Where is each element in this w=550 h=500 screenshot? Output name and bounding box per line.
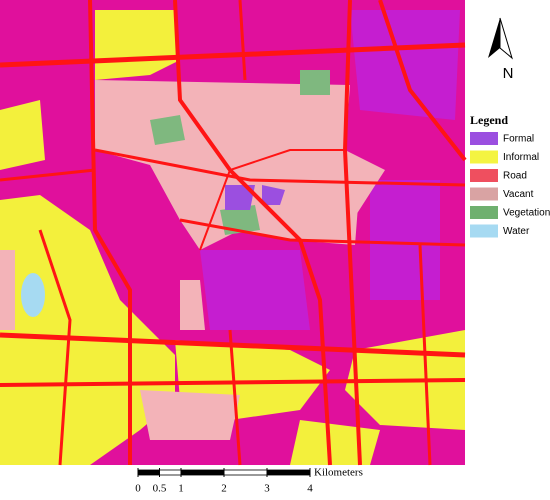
building (262, 185, 285, 205)
scale-tick-label: 0.5 (153, 483, 167, 495)
road (0, 42, 466, 68)
legend-swatch (470, 206, 498, 219)
north-arrow-half (499, 17, 513, 60)
scale-tick-label: 3 (264, 483, 270, 495)
vacant-area (290, 180, 360, 245)
legend-label: Road (503, 171, 527, 182)
road (179, 218, 466, 247)
road (0, 168, 96, 182)
vegetation-area (300, 70, 330, 95)
vacant-area (0, 250, 15, 330)
scale-unit: Kilometers (314, 467, 363, 479)
formal-area (200, 250, 310, 330)
scale-tick-label: 1 (178, 483, 184, 495)
formal-area (370, 180, 440, 300)
informal-area (0, 100, 45, 170)
scale-segment (137, 469, 160, 476)
legend-swatch (470, 224, 498, 238)
legend-label: Formal (503, 134, 534, 145)
legend-swatch (470, 187, 498, 201)
legend-swatch (470, 150, 498, 164)
road (378, 0, 467, 162)
road (94, 148, 466, 187)
legend-label: Vegetation (503, 208, 550, 219)
scale-segment (266, 469, 311, 476)
legend: Formal Informal Road Vacant Vegetation Water (470, 132, 550, 238)
road (228, 329, 242, 466)
formal-area (350, 10, 460, 120)
vegetation-area (220, 205, 260, 235)
vacant-area (140, 390, 240, 440)
north-label: N (503, 65, 514, 82)
scale-segment (159, 469, 182, 476)
vacant-area (180, 280, 205, 330)
scale-tick-label: 2 (221, 483, 227, 495)
legend-label: Vacant (503, 189, 534, 200)
road (88, 0, 132, 465)
scale-tick-label: 4 (307, 483, 313, 495)
legend-swatch (470, 169, 498, 182)
road (173, 0, 332, 466)
vegetation-area (150, 115, 185, 145)
water-body (21, 273, 45, 317)
road (199, 149, 345, 251)
legend-title: Legend (470, 113, 508, 127)
scale-tick-label: 0 (135, 483, 141, 495)
road (38, 229, 72, 466)
north-arrow: N (488, 17, 514, 82)
road (418, 244, 432, 466)
scale-segment (223, 469, 268, 476)
map (0, 0, 467, 466)
building (225, 185, 255, 210)
roads (0, 0, 467, 466)
road (238, 0, 247, 81)
legend-swatch (470, 132, 498, 145)
legend-label: Informal (503, 152, 539, 163)
scale-segment (180, 469, 225, 476)
scale-bar: 0 0.5 1 2 3 4 (135, 468, 313, 495)
north-arrow-half (488, 18, 500, 58)
legend-label: Water (503, 226, 530, 237)
